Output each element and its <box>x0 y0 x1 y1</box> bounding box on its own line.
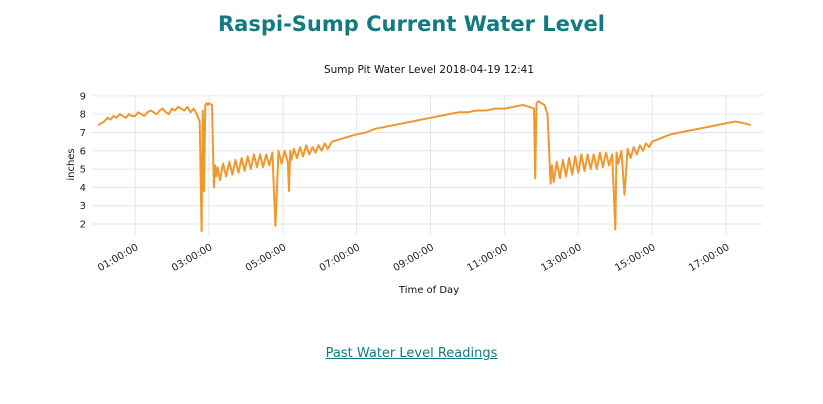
y-tick-label: 9 <box>80 91 86 102</box>
x-tick-label: 01:00:00 <box>96 242 140 274</box>
x-tick-label: 11:00:00 <box>466 242 510 274</box>
water-level-chart: Sump Pit Water Level 2018-04-19 12:41 2 3… <box>66 64 763 296</box>
y-tick-label: 7 <box>80 128 86 139</box>
y-tick-label: 4 <box>80 183 86 194</box>
y-axis-title: inches <box>66 148 77 180</box>
y-tick-label: 2 <box>80 220 86 231</box>
series-line <box>97 100 751 233</box>
series-line-group <box>97 100 751 233</box>
x-tick-label: 05:00:00 <box>244 242 288 274</box>
chart-title: Sump Pit Water Level 2018-04-19 12:41 <box>324 64 534 76</box>
x-tick-label: 17:00:00 <box>687 242 731 274</box>
chart-grid <box>92 94 763 235</box>
past-readings-link[interactable]: Past Water Level Readings <box>325 346 498 361</box>
x-tick-label: 03:00:00 <box>170 242 214 274</box>
x-tick-label: 07:00:00 <box>318 242 362 274</box>
x-tick-label: 13:00:00 <box>539 242 583 274</box>
x-axis-title: Time of Day <box>398 285 459 296</box>
y-tick-label: 3 <box>80 201 86 212</box>
y-tick-label: 6 <box>80 146 86 157</box>
page-title: Raspi-Sump Current Water Level <box>218 12 605 36</box>
y-axis-ticks: 2 3 4 5 6 7 8 9 <box>80 91 86 230</box>
x-tick-label: 15:00:00 <box>613 242 657 274</box>
y-tick-label: 5 <box>80 165 86 176</box>
x-tick-label: 09:00:00 <box>392 242 436 274</box>
y-tick-label: 8 <box>80 110 86 121</box>
x-axis-ticks: 01:00:00 03:00:00 05:00:00 07:00:00 09:00:00… <box>96 242 731 274</box>
